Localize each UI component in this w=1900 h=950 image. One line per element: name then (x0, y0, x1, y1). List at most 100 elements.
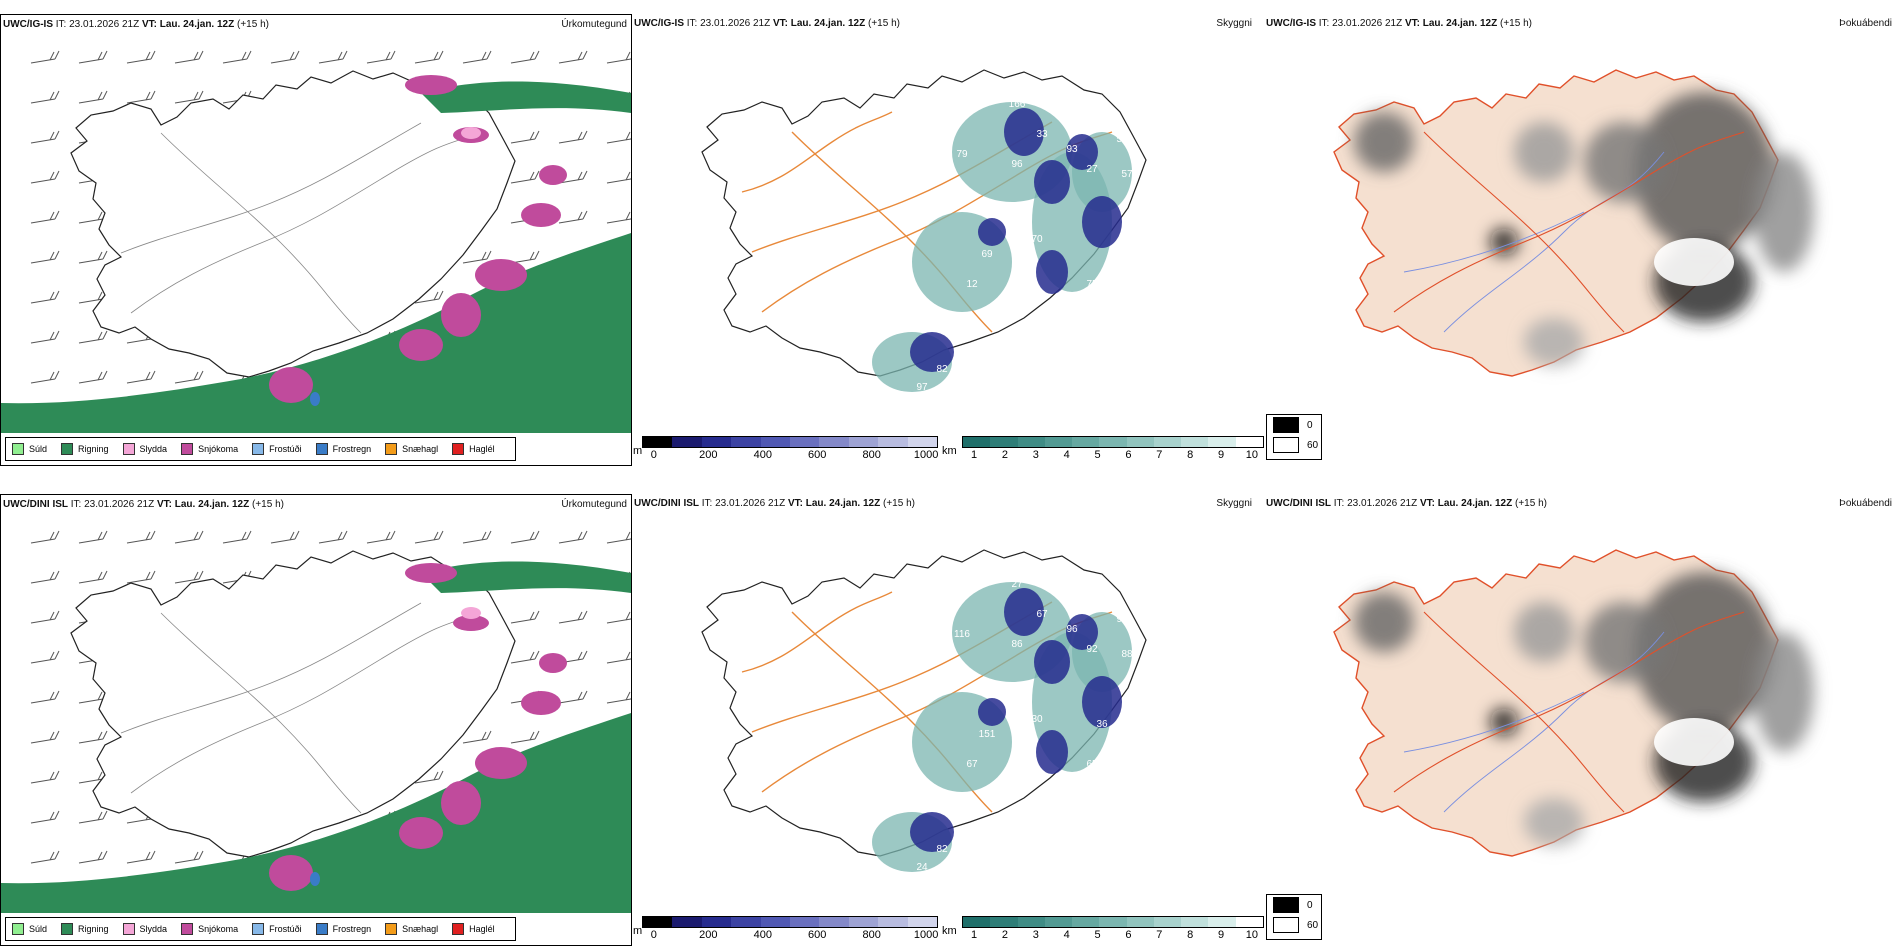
legend-swatch (61, 443, 74, 455)
wind-barb (30, 690, 60, 704)
wind-barb (30, 650, 60, 664)
panel-variable-name: Þokuábendi (1839, 498, 1892, 509)
height-unit: m (633, 445, 643, 457)
visibility-value-label: 34 (941, 396, 953, 407)
fog-height-area (1036, 250, 1068, 294)
visibility-value-label: 129 (1069, 309, 1086, 320)
cloud-legend-swatch (1273, 417, 1299, 433)
colorbar-cell (878, 917, 908, 927)
fog-height-area (1034, 640, 1070, 684)
wind-barb (510, 730, 540, 744)
legend-swatch (12, 923, 24, 935)
fog-height-area (1004, 588, 1044, 636)
visibility-value-label: 76 (1016, 764, 1028, 775)
wind-barb (78, 50, 108, 64)
visibility-value-label: 67 (1036, 609, 1048, 620)
cloud-legend-label: 0 (1307, 419, 1313, 431)
visibility-value-label: 75 (1086, 279, 1098, 290)
freezing-rain-area (310, 392, 320, 406)
legend-item: Snjókoma (181, 443, 238, 455)
coastline (70, 550, 516, 858)
legend-item: Snæhagl (385, 923, 438, 935)
colorbar-cell (878, 437, 908, 447)
visibility-value-label: 166 (1009, 99, 1026, 110)
cloud-legend-item: 0 (1267, 415, 1321, 435)
colorbar-cells (642, 436, 938, 448)
wind-barb (174, 850, 204, 864)
colorbar-cell (1181, 917, 1209, 927)
colorbar-tick-label: 200 (699, 929, 718, 941)
colorbar-tick-label: 8 (1187, 929, 1194, 941)
snow-area (269, 367, 313, 403)
cloud-legend-swatch (1273, 917, 1299, 933)
wind-barb (462, 250, 492, 264)
legend-label: Slydda (139, 924, 168, 934)
legend-item: Haglél (452, 443, 495, 455)
wind-barb (30, 50, 60, 64)
wind-barb (30, 330, 60, 344)
visibility-value-label: 24 (916, 862, 928, 873)
legend-label: Frostregn (332, 444, 372, 454)
colorbar-cell (1099, 437, 1127, 447)
legend-swatch (181, 923, 194, 935)
cloud-legend-label: 60 (1307, 919, 1319, 931)
colorbar-cell (672, 917, 702, 927)
legend-item: Rigning (61, 443, 109, 455)
wind-barb (462, 530, 492, 544)
wind-barb (558, 210, 588, 224)
wind-barb (174, 570, 204, 584)
fog-index-blob (1654, 238, 1734, 286)
fog-height-area (1036, 730, 1068, 774)
wind-barb (126, 50, 156, 64)
snow-area (399, 329, 443, 361)
legend-item: Haglél (452, 923, 495, 935)
colorbar-cell (672, 437, 702, 447)
colorbar-cell (819, 917, 849, 927)
wind-barb (30, 170, 60, 184)
visibility-value-label: 22 (1051, 324, 1063, 335)
colorbar-cell (907, 917, 938, 927)
colorbar-cell (963, 917, 991, 927)
panel-title: UWC/DINI ISL IT: 23.01.2026 21Z VT: Lau.… (634, 498, 915, 509)
colorbar-tick-label: 1000 (913, 929, 939, 941)
panel-variable-name: Úrkomutegund (561, 19, 627, 30)
visibility-value-label: 33 (1036, 129, 1048, 140)
height-colorbar: 0 200 400 600 800 1000 (642, 436, 938, 464)
wind-barb (366, 50, 396, 64)
colorbar-tick-label: 600 (808, 449, 827, 461)
cloud-map (1333, 69, 1814, 377)
coastline (70, 70, 516, 378)
cloud-panel-row2: UWC/DINI ISL IT: 23.01.2026 21Z VT: Lau.… (1264, 494, 1896, 946)
legend-swatch (315, 443, 328, 455)
wind-barb (606, 531, 631, 544)
colorbar-cell (963, 437, 991, 447)
visibility-value-label: 32 (1046, 354, 1058, 365)
legend-label: Frostúði (269, 924, 302, 934)
road-network (1393, 611, 1745, 813)
colorbar-tick-label: 2 (1001, 449, 1008, 461)
wind-barb (510, 250, 540, 264)
snow-area (453, 615, 489, 631)
colorbar-tick-label: 9 (1217, 449, 1225, 461)
fog-height-area (1082, 676, 1122, 728)
wind-barb (30, 770, 60, 784)
snow-area (269, 855, 313, 891)
wind-barb (558, 530, 588, 544)
legend-item: Snjókoma (181, 923, 238, 935)
visibility-value-label: 116 (954, 629, 970, 640)
snow-area (539, 165, 567, 185)
wind-barb (558, 690, 588, 704)
fog-index-blob (1524, 318, 1584, 366)
wind-barb (414, 290, 444, 304)
river-network (1403, 631, 1665, 813)
wind-barb (30, 810, 60, 824)
fog-height-area (910, 812, 954, 852)
colorbar-cell (1072, 917, 1100, 927)
wind-barb (222, 530, 252, 544)
colorbar-cell (731, 437, 761, 447)
wind-barb (126, 90, 156, 104)
visibility-colorbar: 1 2 3 4 5 6 7 8 9 10 (962, 436, 1264, 464)
colorbar-cell (1235, 437, 1263, 447)
colorbar-ticks: 1 2 3 4 5 6 7 8 9 10 (962, 448, 1264, 462)
